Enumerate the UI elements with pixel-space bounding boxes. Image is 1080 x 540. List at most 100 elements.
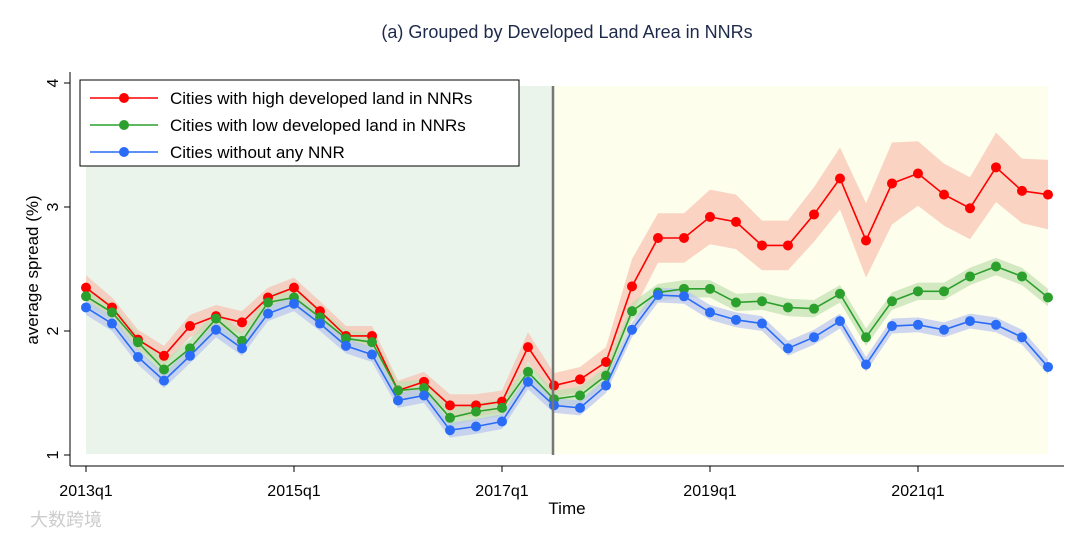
data-point	[731, 297, 741, 308]
data-point	[627, 324, 637, 335]
y-tick-label: 2	[45, 326, 62, 335]
data-point	[159, 375, 169, 386]
data-point	[393, 395, 403, 406]
data-point	[809, 209, 819, 220]
data-point	[575, 402, 585, 413]
data-point	[861, 332, 871, 343]
data-point	[679, 291, 689, 302]
series-line-0	[85, 166, 1049, 407]
data-point	[445, 400, 455, 411]
data-point	[913, 286, 923, 297]
data-point	[185, 350, 195, 361]
legend-marker	[119, 93, 129, 103]
data-point	[835, 316, 845, 327]
x-tick-label: 2013q1	[59, 483, 112, 500]
data-point	[887, 178, 897, 189]
data-point	[887, 296, 897, 307]
data-point	[991, 261, 1001, 272]
data-point	[731, 216, 741, 227]
ci-band-series-0	[86, 132, 1048, 417]
data-point	[861, 235, 871, 246]
data-point	[367, 337, 377, 348]
data-point	[237, 335, 247, 346]
data-point	[601, 357, 611, 367]
data-point	[523, 366, 533, 377]
legend: Cities with high developed land in NNRs C…	[79, 79, 520, 167]
data-point	[783, 240, 793, 251]
data-point	[653, 233, 663, 243]
y-axis-label: average spread (%)	[23, 195, 42, 344]
watermark: 大数跨境	[30, 510, 102, 530]
data-point	[133, 352, 143, 363]
x-tick-label: 2017q1	[475, 483, 528, 500]
data-point	[575, 390, 585, 401]
x-tick-label: 2019q1	[683, 483, 736, 500]
data-point	[627, 306, 637, 317]
series-line-2	[85, 294, 1049, 432]
series-line-1	[85, 265, 1049, 419]
data-point	[679, 233, 689, 243]
ci-band-series-2	[86, 287, 1048, 438]
data-point	[991, 162, 1001, 173]
data-point	[783, 343, 793, 354]
data-point	[263, 308, 273, 319]
data-point	[471, 421, 481, 432]
x-axis-label: Time	[548, 499, 585, 518]
ci-band-series-1	[86, 257, 1048, 427]
data-point	[185, 321, 195, 332]
data-point	[445, 412, 455, 423]
data-point	[159, 350, 169, 361]
data-point	[419, 390, 429, 401]
data-point	[705, 283, 715, 294]
data-point	[289, 282, 299, 293]
data-point	[705, 307, 715, 318]
data-point	[289, 298, 299, 309]
data-point	[523, 376, 533, 387]
data-point	[211, 313, 221, 324]
data-point	[81, 302, 91, 313]
data-point	[107, 318, 117, 329]
data-point	[601, 380, 611, 391]
data-point	[835, 173, 845, 184]
data-point	[237, 343, 247, 354]
data-point	[861, 359, 871, 370]
data-point	[1043, 292, 1053, 303]
data-point	[81, 291, 91, 302]
data-point	[341, 340, 351, 351]
data-point	[757, 296, 767, 307]
data-point	[315, 318, 325, 329]
legend-label: Cities without any NNR	[170, 143, 345, 162]
data-point	[1017, 185, 1027, 196]
data-point	[887, 321, 897, 332]
data-point	[965, 271, 975, 282]
legend-marker	[119, 147, 129, 157]
data-point	[185, 343, 195, 354]
data-point	[809, 303, 819, 314]
data-point	[393, 385, 403, 396]
data-point	[731, 314, 741, 325]
data-point	[575, 374, 585, 385]
legend-marker	[119, 120, 129, 130]
data-point	[965, 316, 975, 327]
data-point	[965, 203, 975, 214]
data-point	[679, 283, 689, 294]
x-tick-label: 2021q1	[891, 483, 944, 500]
data-point	[159, 364, 169, 375]
data-point	[757, 240, 767, 251]
data-point	[237, 317, 247, 328]
data-point	[627, 281, 637, 292]
y-tick-label: 1	[45, 450, 62, 459]
data-point	[419, 383, 429, 394]
data-point	[939, 286, 949, 297]
data-point	[497, 402, 507, 413]
data-point	[783, 302, 793, 313]
data-point	[1043, 189, 1053, 200]
chart-title: (a) Grouped by Developed Land Area in NN…	[381, 22, 752, 42]
x-tick-label: 2015q1	[267, 483, 320, 500]
data-point	[471, 406, 481, 417]
legend-label: Cities with low developed land in NNRs	[170, 116, 466, 135]
data-point	[81, 282, 91, 293]
data-point	[705, 211, 715, 222]
data-point	[939, 324, 949, 335]
